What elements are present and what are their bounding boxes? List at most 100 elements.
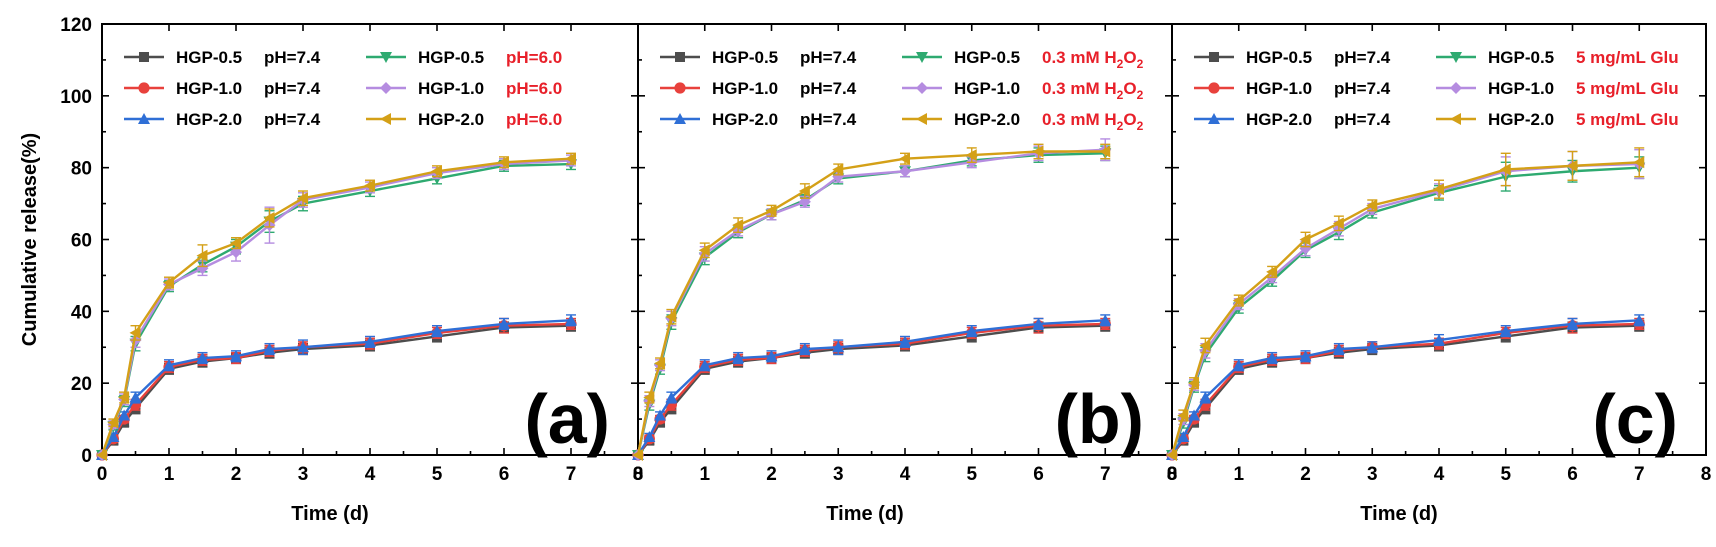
data-point bbox=[163, 359, 175, 371]
data-point bbox=[230, 237, 241, 250]
series-HGP-2.0-0.3 mM H2O2 bbox=[632, 143, 1111, 461]
y-tick-label: 100 bbox=[60, 87, 92, 108]
x-tick-label: 7 bbox=[1634, 464, 1645, 485]
panel-label: (a) bbox=[524, 380, 610, 458]
x-tick-label: 4 bbox=[900, 464, 911, 485]
x-tick-label: 2 bbox=[766, 464, 777, 485]
legend-series-name: HGP-1.0 bbox=[954, 79, 1020, 98]
legend-series-name: HGP-2.0 bbox=[712, 110, 778, 129]
data-point bbox=[230, 350, 242, 362]
data-point bbox=[1299, 242, 1312, 255]
data-point bbox=[1032, 145, 1044, 158]
x-tick-label: 1 bbox=[164, 464, 175, 485]
legend-series-name: HGP-0.5 bbox=[712, 48, 778, 67]
legend-swatch-marker bbox=[380, 82, 392, 94]
y-tick-label: 20 bbox=[71, 374, 92, 395]
x-tick-label: 2 bbox=[1300, 464, 1311, 485]
data-point bbox=[698, 359, 711, 371]
data-point bbox=[1566, 159, 1578, 172]
legend-swatch-marker bbox=[674, 113, 686, 124]
data-point bbox=[665, 391, 678, 403]
data-point bbox=[1366, 199, 1378, 212]
data-point bbox=[1188, 377, 1200, 390]
data-point bbox=[1166, 449, 1177, 461]
x-tick-label: 4 bbox=[1434, 464, 1445, 485]
legend-condition: pH=7.4 bbox=[800, 79, 857, 98]
legend-condition: 0.3 mM H2O2 bbox=[1042, 110, 1144, 133]
x-tick-label: 1 bbox=[1233, 464, 1244, 485]
y-tick-label: 120 bbox=[60, 15, 92, 36]
x-tick-label: 0 bbox=[97, 464, 108, 485]
data-point bbox=[565, 314, 577, 326]
legend-swatch-marker bbox=[916, 52, 928, 63]
legend-swatch-marker bbox=[1450, 52, 1462, 63]
legend-series-name: HGP-2.0 bbox=[1246, 110, 1312, 129]
series-HGP-1.0-pH=6.0 bbox=[96, 154, 577, 461]
legend-condition: 0.3 mM H2O2 bbox=[1042, 48, 1144, 71]
legend-condition: 5 mg/mL Glu bbox=[1576, 79, 1679, 98]
data-point bbox=[107, 416, 119, 429]
data-point bbox=[765, 204, 777, 217]
legend-series-name: HGP-2.0 bbox=[418, 110, 484, 129]
data-point bbox=[899, 165, 911, 178]
x-tick-label: 2 bbox=[231, 464, 242, 485]
legend-condition: pH=7.4 bbox=[800, 110, 857, 129]
data-point bbox=[498, 156, 509, 169]
legend-series-name: HGP-0.5 bbox=[418, 48, 484, 67]
chart-panel-c: 0 1 2 3 4 5 6 7 8 Time (d) HGP-0.5 pH=7.4 HGP-1.0 pH=… bbox=[1166, 23, 1711, 525]
x-tick-label: 3 bbox=[833, 464, 844, 485]
legend-condition: pH=7.4 bbox=[1334, 110, 1391, 129]
data-point bbox=[297, 341, 309, 353]
series-HGP-2.0-pH=7.4 bbox=[632, 314, 1112, 460]
legend-series-name: HGP-0.5 bbox=[176, 48, 242, 67]
legend-condition: pH=6.0 bbox=[506, 48, 562, 67]
series-line bbox=[636, 150, 1106, 456]
data-point bbox=[1032, 317, 1045, 329]
data-point bbox=[832, 341, 845, 353]
data-point bbox=[1332, 343, 1345, 355]
legend-swatch-marker bbox=[1450, 113, 1461, 125]
legend-swatch-marker bbox=[1450, 82, 1462, 94]
legend-series-name: HGP-2.0 bbox=[176, 110, 242, 129]
y-tick-label: 40 bbox=[71, 302, 92, 323]
x-tick-label: 4 bbox=[365, 464, 376, 485]
legend-swatch-marker bbox=[139, 52, 149, 62]
data-point bbox=[1433, 183, 1444, 196]
series-HGP-1.0-pH=7.4 bbox=[632, 317, 1111, 461]
data-point bbox=[643, 391, 655, 404]
y-tick-label: 80 bbox=[71, 159, 92, 180]
data-point bbox=[431, 165, 442, 178]
legend-condition: pH=6.0 bbox=[506, 79, 562, 98]
x-axis-title: Time (d) bbox=[291, 503, 368, 525]
legend-condition: 0.3 mM H2O2 bbox=[1042, 79, 1144, 102]
data-point bbox=[1199, 391, 1212, 403]
series-line bbox=[1170, 166, 1640, 456]
data-point bbox=[965, 149, 977, 162]
legend-swatch-marker bbox=[380, 113, 391, 125]
legend-series-name: HGP-1.0 bbox=[176, 79, 242, 98]
panel-label: (b) bbox=[1055, 380, 1144, 458]
legend: HGP-0.5 pH=7.4 HGP-1.0 pH=7.4 HGP-2.0 pH=7.4 H… bbox=[124, 48, 562, 129]
data-point bbox=[1633, 314, 1646, 326]
series-line bbox=[636, 319, 1106, 456]
series-HGP-2.0-5 mg/mL Glu bbox=[1166, 147, 1645, 461]
legend-series-name: HGP-2.0 bbox=[954, 110, 1020, 129]
legend-condition: pH=7.4 bbox=[1334, 48, 1391, 67]
x-tick-label: 6 bbox=[1567, 464, 1578, 485]
series-HGP-0.5-pH=7.4 bbox=[1167, 319, 1645, 460]
x-tick-label: 0 bbox=[633, 464, 644, 485]
x-axis-title: Time (d) bbox=[826, 503, 903, 525]
legend-series-name: HGP-1.0 bbox=[418, 79, 484, 98]
data-point bbox=[1433, 334, 1445, 346]
data-point bbox=[263, 211, 275, 224]
data-point bbox=[196, 249, 208, 262]
x-tick-label: 0 bbox=[1167, 464, 1178, 485]
data-point bbox=[1299, 350, 1312, 362]
data-point bbox=[1177, 409, 1189, 422]
data-point bbox=[107, 431, 120, 443]
legend-swatch-marker bbox=[674, 82, 686, 94]
legend-swatch-marker bbox=[380, 52, 392, 63]
data-point bbox=[1332, 217, 1344, 230]
data-point bbox=[732, 219, 744, 232]
